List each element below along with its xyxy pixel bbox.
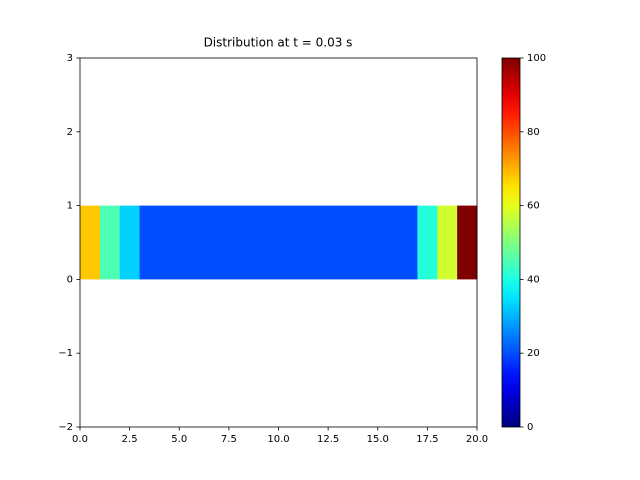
cell — [457, 205, 478, 280]
cell — [357, 205, 379, 280]
x-tick-label: 12.5 — [317, 434, 339, 445]
colorbar-tick-label: 60 — [527, 201, 540, 212]
colorbar-tick-label: 20 — [527, 348, 540, 359]
x-tick-label: 5.0 — [171, 434, 187, 445]
cell — [159, 205, 180, 280]
y-tick-label: 1 — [67, 201, 73, 212]
x-tick-label: 15.0 — [367, 434, 389, 445]
cell — [99, 205, 121, 280]
y-tick-label: 0 — [67, 274, 73, 285]
cell — [338, 205, 359, 280]
cell — [377, 205, 398, 280]
y-tick-label: −2 — [58, 422, 73, 433]
cell — [139, 205, 160, 280]
cell — [318, 205, 339, 280]
cell — [238, 205, 260, 280]
x-tick-label: 2.5 — [122, 434, 138, 445]
cell — [80, 205, 101, 280]
x-tick-label: 7.5 — [221, 434, 237, 445]
cell — [199, 205, 220, 280]
y-tick-label: 3 — [67, 53, 73, 64]
cell — [218, 205, 240, 280]
cell — [119, 205, 140, 280]
chart-title: Distribution at t = 0.03 s — [204, 36, 353, 50]
colorbar-tick-label: 100 — [527, 53, 546, 64]
cell — [179, 205, 200, 280]
cell — [397, 205, 418, 280]
cell — [417, 205, 438, 280]
cell — [298, 205, 319, 280]
colorbar-tick-label: 0 — [527, 422, 533, 433]
cell — [258, 205, 279, 280]
x-tick-label: 0.0 — [72, 434, 88, 445]
colorbar-tick-label: 80 — [527, 127, 540, 138]
x-tick-label: 17.5 — [416, 434, 438, 445]
y-tick-label: −1 — [58, 348, 73, 359]
y-tick-label: 2 — [67, 127, 73, 138]
x-tick-label: 10.0 — [267, 434, 289, 445]
x-tick-label: 20.0 — [466, 434, 488, 445]
cell — [278, 205, 299, 280]
colorbar — [501, 57, 521, 428]
cell — [437, 205, 458, 280]
colorbar-tick-label: 40 — [527, 274, 540, 285]
